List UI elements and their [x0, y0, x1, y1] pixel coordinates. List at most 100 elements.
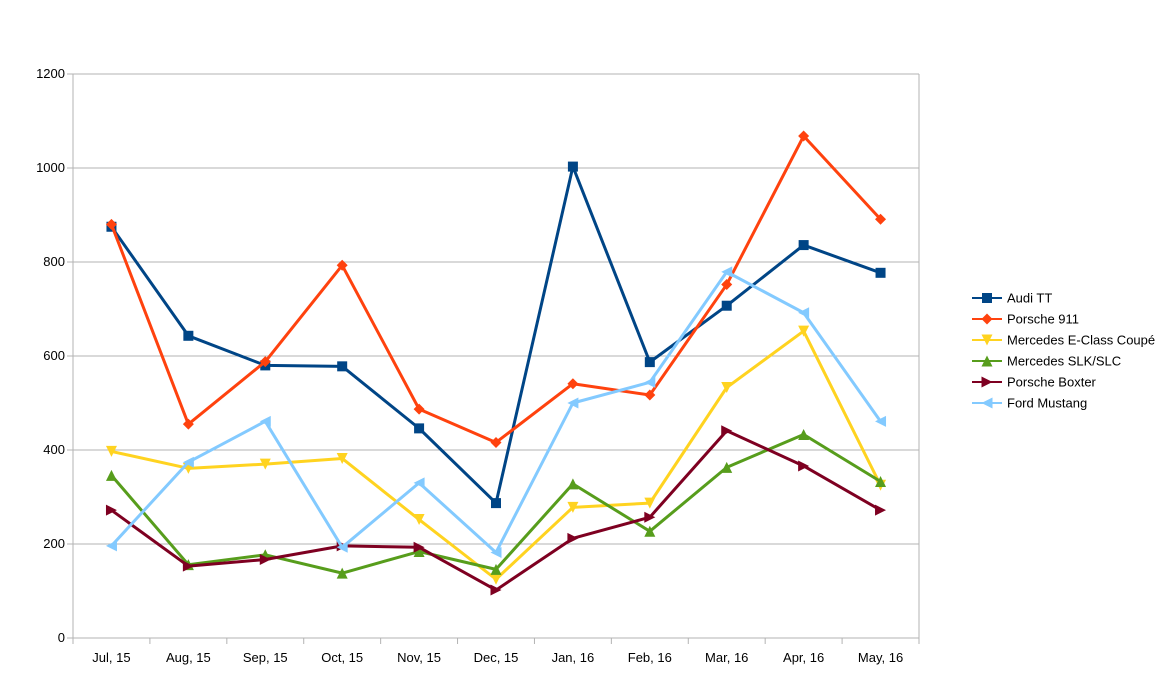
legend-label: Ford Mustang — [1007, 396, 1087, 411]
data-point — [644, 357, 655, 368]
data-point — [567, 397, 579, 409]
data-point — [414, 423, 425, 434]
data-point — [798, 428, 810, 440]
x-tick-label: Sep, 15 — [243, 650, 288, 665]
data-point — [798, 240, 809, 251]
data-point — [259, 554, 271, 566]
y-tick-label: 0 — [58, 630, 65, 645]
data-point — [490, 573, 502, 585]
legend-marker — [981, 376, 993, 388]
x-tick-label: Jul, 15 — [92, 650, 130, 665]
y-tick-label: 1000 — [36, 160, 65, 175]
data-point — [721, 266, 733, 278]
data-point — [567, 378, 579, 390]
legend-marker — [981, 334, 993, 346]
data-point — [567, 501, 579, 513]
y-axis-tick-labels: 0 200 400 600 800 1000 1200 — [36, 66, 65, 645]
data-point — [798, 307, 810, 319]
series-porsche-911 — [105, 130, 887, 448]
legend-item: Mercedes E-Class Coupé — [972, 333, 1155, 348]
y-tick-label: 400 — [43, 442, 65, 457]
legend-item: Mercedes SLK/SLC — [972, 354, 1121, 369]
x-tick-label: Dec, 15 — [474, 650, 519, 665]
data-point — [105, 540, 117, 552]
data-point — [490, 436, 502, 448]
series-line — [110, 134, 882, 444]
data-point — [105, 218, 117, 230]
legend-item: Ford Mustang — [972, 396, 1087, 411]
data-point — [875, 213, 887, 225]
data-point — [567, 532, 579, 544]
data-point — [721, 425, 733, 437]
data-point — [644, 389, 656, 401]
data-point — [105, 469, 117, 481]
data-point — [875, 415, 887, 427]
legend-marker — [981, 313, 993, 325]
data-point — [337, 361, 348, 372]
data-point — [413, 514, 425, 526]
legend: Audi TT Porsche 911 Mercedes E-Class Coupé… — [972, 291, 1155, 411]
series-porsche-boxter — [105, 425, 887, 596]
data-point — [721, 279, 733, 291]
legend-item: Porsche Boxter — [972, 375, 1097, 390]
data-point — [875, 504, 887, 516]
data-point — [490, 584, 502, 596]
series-audi-tt — [106, 161, 886, 509]
data-point — [567, 478, 579, 490]
x-tick-label: Oct, 15 — [321, 650, 363, 665]
data-point — [721, 381, 733, 393]
data-point — [259, 458, 271, 470]
series-mercedes-e-class-coup- — [105, 325, 887, 585]
x-tick-label: Mar, 16 — [705, 650, 748, 665]
x-tick-label: Nov, 15 — [397, 650, 441, 665]
legend-label: Mercedes SLK/SLC — [1007, 354, 1121, 369]
series-line — [111, 329, 882, 581]
legend-marker — [981, 355, 993, 367]
y-tick-label: 200 — [43, 536, 65, 551]
data-point — [336, 541, 348, 553]
legend-label: Mercedes E-Class Coupé — [1007, 333, 1155, 348]
legend-item: Audi TT — [972, 291, 1052, 306]
data-point — [413, 541, 425, 553]
series-ford-mustang — [105, 266, 887, 558]
data-point — [644, 525, 656, 537]
legend-marker — [982, 293, 992, 303]
data-point — [182, 456, 194, 468]
data-point — [259, 415, 271, 427]
data-point — [721, 300, 732, 311]
series-line — [110, 270, 882, 554]
x-tick-label: May, 16 — [858, 650, 903, 665]
gridlines — [73, 73, 919, 545]
data-point — [413, 403, 425, 415]
data-point — [875, 475, 887, 487]
legend-marker — [981, 397, 993, 409]
data-point — [413, 477, 425, 489]
data-point — [644, 376, 656, 388]
data-point — [105, 445, 117, 457]
data-point — [798, 325, 810, 337]
legend-label: Porsche Boxter — [1007, 375, 1097, 390]
series-lines — [105, 130, 887, 596]
x-tick-label: Jan, 16 — [552, 650, 595, 665]
y-tick-label: 1200 — [36, 66, 65, 81]
data-point — [336, 452, 348, 464]
data-point — [875, 267, 886, 278]
data-point — [644, 511, 656, 523]
legend-label: Audi TT — [1007, 291, 1052, 306]
y-tick-label: 800 — [43, 254, 65, 269]
data-point — [490, 546, 502, 558]
x-tick-label: Aug, 15 — [166, 650, 211, 665]
x-tick-label: Feb, 16 — [628, 650, 672, 665]
data-point — [336, 259, 348, 271]
data-point — [490, 563, 502, 575]
data-point — [567, 161, 578, 172]
x-tick-label: Apr, 16 — [783, 650, 824, 665]
data-point — [491, 498, 501, 509]
data-point — [182, 560, 194, 572]
legend-label: Porsche 911 — [1007, 312, 1079, 327]
series-mercedes-slk-slc — [105, 428, 887, 579]
y-tick-label: 600 — [43, 348, 65, 363]
axes — [67, 73, 920, 644]
